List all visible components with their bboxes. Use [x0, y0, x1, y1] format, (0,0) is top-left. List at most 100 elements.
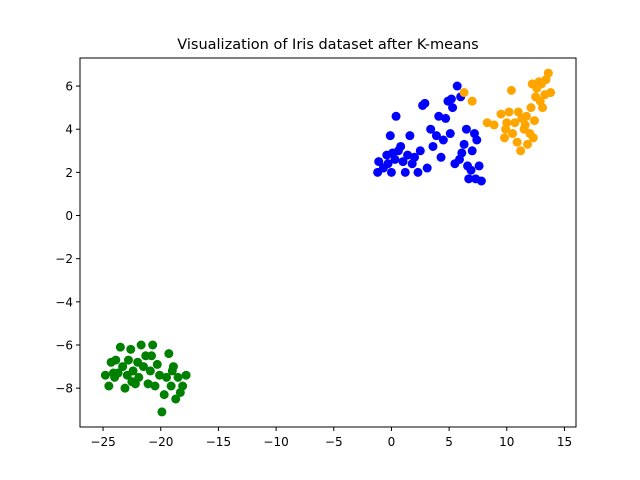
data-point-cluster-2-42: [467, 146, 477, 156]
data-point-cluster-2-9: [390, 154, 400, 164]
y-axis: −8 −6 −4 −2 0 2 4 6: [55, 80, 80, 396]
data-point-cluster-2-49: [463, 161, 473, 171]
data-point-cluster-1-24: [152, 359, 162, 369]
data-point-cluster-1-36: [181, 370, 191, 380]
data-point-cluster-2-12: [396, 141, 406, 151]
data-point-cluster-3-17: [521, 111, 531, 121]
data-point-cluster-3-20: [526, 103, 536, 113]
data-point-cluster-2-14: [400, 167, 410, 177]
data-point-cluster-2-20: [415, 146, 425, 156]
data-point-cluster-3-14: [516, 146, 526, 156]
data-point-cluster-1-18: [138, 362, 148, 372]
data-point-cluster-2-47: [446, 94, 456, 104]
data-point-cluster-3-4: [489, 120, 499, 130]
x-tick-label: −10: [263, 435, 288, 449]
data-point-cluster-1-17: [136, 340, 146, 350]
y-tick-label: 0: [65, 209, 73, 223]
data-point-cluster-2-15: [403, 150, 413, 160]
data-point-cluster-2-30: [441, 113, 451, 123]
data-point-cluster-1-38: [127, 377, 137, 387]
x-tick-label: 15: [557, 435, 572, 449]
y-tick-label: −6: [55, 339, 73, 353]
data-point-cluster-2-22: [420, 98, 430, 108]
x-tick-label: 5: [445, 435, 453, 449]
data-point-cluster-1-32: [171, 394, 181, 404]
y-tick-label: −4: [55, 295, 73, 309]
data-point-cluster-2-50: [471, 174, 481, 184]
data-point-cluster-3-18: [523, 139, 533, 149]
data-point-cluster-3-32: [529, 116, 539, 126]
data-point-cluster-1-7: [115, 342, 125, 352]
data-point-cluster-2-24: [426, 124, 436, 134]
data-point-cluster-2-44: [472, 135, 482, 145]
y-tick-label: 4: [65, 123, 73, 137]
data-point-cluster-2-37: [457, 148, 467, 158]
data-point-cluster-2-23: [422, 163, 432, 173]
data-point-cluster-2-39: [461, 124, 471, 134]
data-point-cluster-1-37: [108, 368, 118, 378]
data-point-cluster-2-13: [398, 157, 408, 167]
data-point-cluster-3-1: [459, 88, 469, 98]
data-point-cluster-1-13: [128, 366, 138, 376]
y-tick-label: 6: [65, 80, 73, 94]
data-point-cluster-1-8: [118, 362, 128, 372]
data-point-cluster-1-30: [166, 381, 176, 391]
data-point-cluster-1-5: [111, 355, 121, 365]
data-point-cluster-2-25: [428, 141, 438, 151]
data-point-cluster-2-10: [391, 111, 401, 121]
data-point-cluster-1-28: [162, 372, 172, 382]
data-point-cluster-1-25: [155, 370, 165, 380]
data-point-cluster-2-38: [459, 139, 469, 149]
x-tick-label: 10: [499, 435, 514, 449]
y-tick-label: −2: [55, 252, 73, 266]
data-point-cluster-3-22: [528, 133, 538, 143]
data-point-cluster-3-35: [535, 96, 545, 106]
data-point-cluster-1-39: [147, 351, 157, 361]
data-point-cluster-1-16: [134, 372, 144, 382]
x-tick-label: −15: [206, 435, 231, 449]
data-point-cluster-3-31: [546, 88, 556, 98]
data-point-cluster-2-40: [464, 174, 474, 184]
x-tick-label: −25: [90, 435, 115, 449]
data-point-cluster-2-5: [383, 159, 393, 169]
data-point-cluster-1-9: [120, 383, 130, 393]
data-point-cluster-2-35: [452, 81, 462, 91]
data-point-cluster-2-16: [405, 131, 415, 141]
data-point-cluster-2-19: [413, 167, 423, 177]
data-point-cluster-2-27: [434, 111, 444, 121]
x-axis: −25 −20 −15 −10 −5 0 5 10 15: [90, 427, 572, 449]
data-point-cluster-3-11: [510, 118, 520, 128]
data-point-cluster-2-7: [386, 167, 396, 177]
y-tick-label: −8: [55, 382, 73, 396]
data-point-cluster-3-6: [499, 133, 509, 143]
data-point-cluster-3-3: [482, 118, 492, 128]
data-point-cluster-3-30: [543, 68, 553, 78]
data-point-cluster-1-29: [164, 349, 174, 359]
data-point-cluster-3-8: [504, 107, 514, 117]
data-point-cluster-1-22: [148, 340, 158, 350]
data-point-cluster-3-34: [502, 118, 512, 128]
data-point-cluster-1-12: [126, 344, 136, 354]
data-point-cluster-2-33: [448, 103, 458, 113]
data-point-cluster-3-12: [512, 137, 522, 147]
x-tick-label: −5: [325, 435, 343, 449]
data-point-cluster-3-2: [467, 96, 477, 106]
data-point-cluster-1-2: [104, 381, 114, 391]
data-point-cluster-1-33: [173, 372, 183, 382]
x-tick-label: 0: [388, 435, 396, 449]
data-point-cluster-2-32: [445, 129, 455, 139]
data-point-cluster-3-33: [520, 120, 530, 130]
data-point-cluster-2-29: [438, 135, 448, 145]
data-point-cluster-2-6: [385, 131, 395, 141]
data-point-cluster-1-26: [157, 407, 167, 417]
points-layer: [100, 68, 556, 417]
data-point-cluster-2-28: [436, 152, 446, 162]
data-point-cluster-3-5: [496, 109, 506, 119]
data-point-cluster-1-23: [150, 381, 160, 391]
data-point-cluster-1-1: [100, 370, 110, 380]
data-point-cluster-1-11: [123, 355, 133, 365]
data-point-cluster-3-10: [508, 129, 518, 139]
data-point-cluster-2-2: [374, 157, 384, 167]
data-point-cluster-1-20: [143, 379, 153, 389]
